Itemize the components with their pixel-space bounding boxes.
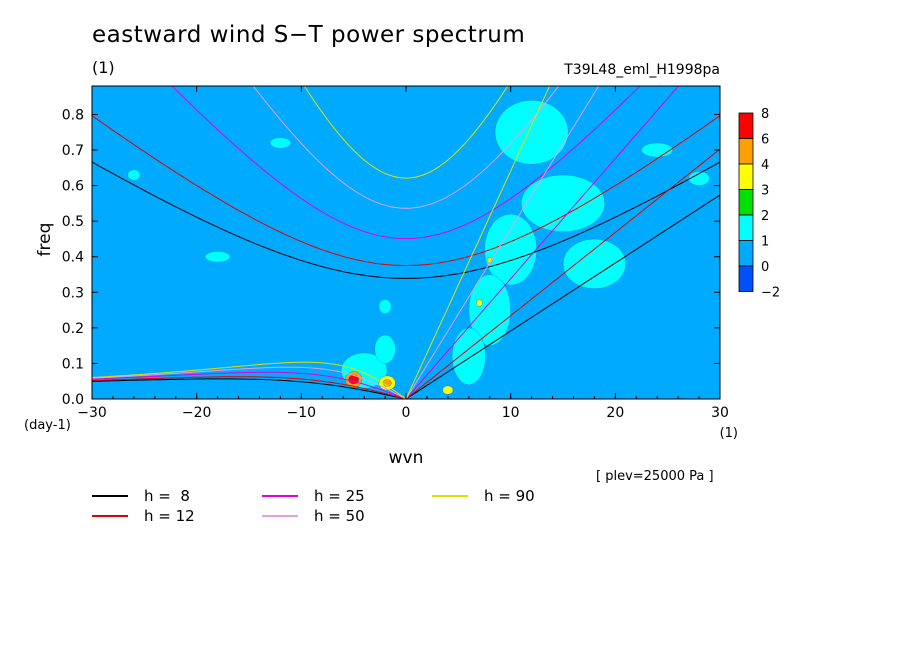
legend-label-h8: h = 8 [144,487,190,505]
x-axis-label: wvn [389,448,424,468]
y-tick-label-6: 0.6 [62,179,84,195]
colorbar-label-4: 2 [761,209,769,224]
x-tick-label-2: −10 [287,405,317,421]
kelvin-curve-h8 [405,194,720,399]
heatmap-patch-11 [269,137,292,149]
heatmap-patch-4 [468,274,511,346]
heatmap-background [92,86,720,399]
colorbar-swatch-2 [738,163,754,190]
colorbar-label-0: 8 [761,107,769,122]
y-tick-label-7: 0.7 [62,143,84,159]
colorbar-swatch-4 [738,214,754,241]
y-tick-label-1: 0.1 [62,356,84,372]
y-tick-label-2: 0.2 [62,321,84,337]
ig-curve-h90 [303,86,509,179]
legend-swatch-h12 [92,515,128,517]
kelvin-curve-h90 [405,86,551,399]
x-tick-label-6: 30 [711,405,729,421]
heatmap-patch-10 [204,251,231,263]
kelvin-curve-h50 [405,86,600,399]
kelvin-curve-h25 [405,86,680,399]
ig-curve-h50 [252,86,560,209]
x-tick-label-5: 20 [606,405,624,421]
plev-note: [ plev=25000 Pa ] [596,469,714,484]
kelvin-curve-h12 [405,148,720,399]
legend-label-h50: h = 50 [314,507,365,525]
legend-swatch-h25 [262,495,298,497]
chart-subtitle-unit: (1) [92,58,115,77]
legend-swatch-h90 [432,495,468,497]
x-tick-label-4: 10 [502,405,520,421]
legend-item-h90: h = 90 [432,487,535,505]
colorbar-swatch-3 [738,189,754,216]
colorbar-swatch-5 [738,240,754,267]
heatmap-patch-13 [688,171,710,186]
legend-item-h8: h = 8 [92,487,190,505]
heatmap-patch-8 [378,299,392,314]
y-tick-label-0: 0.0 [62,392,84,408]
heatmap-patch-1 [520,174,606,233]
heatmap-patch-3 [484,213,538,286]
y-tick-label-8: 0.8 [62,107,84,123]
ig-curve-h8 [92,161,720,279]
heatmap-patch-12 [641,142,674,158]
legend-label-h90: h = 90 [484,487,535,505]
heatmap-patch-18 [442,385,454,395]
heatmap-patch-0 [494,99,569,165]
legend-item-h12: h = 12 [92,507,195,525]
colorbar-label-1: 6 [761,133,769,148]
heatmap-patch-7 [374,334,396,364]
y-axis-label: freq [35,223,55,257]
rossby-curve-h12 [92,376,407,399]
legend-swatch-h8 [92,495,128,497]
heatmap-patch-5 [451,327,486,386]
colorbar-swatch-1 [738,138,754,165]
x-tick-label-0: −30 [77,405,107,421]
rossby-curve-h8 [92,378,407,399]
y-tick-label-4: 0.4 [62,250,84,266]
legend-label-h12: h = 12 [144,507,195,525]
chart-experiment-label: T39L48_eml_H1998pa [564,62,720,78]
colorbar-label-7: −2 [761,286,780,301]
rossby-curve-h25 [92,371,407,399]
heatmap-patch-9 [127,169,141,181]
y-tick-label-3: 0.3 [62,285,84,301]
y-axis-unit: (day-1) [24,418,71,433]
legend-item-h25: h = 25 [262,487,365,505]
heatmap-patch-2 [562,238,627,289]
x-axis-unit: (1) [720,426,738,441]
x-tick-label-1: −20 [182,405,212,421]
colorbar-swatch-6 [738,265,754,292]
x-tick-label-3: 0 [402,405,411,421]
colorbar-label-6: 0 [761,260,769,275]
rossby-curve-h50 [92,366,407,399]
chart-title: eastward wind S−T power spectrum [92,22,526,48]
y-tick-label-5: 0.5 [62,214,84,230]
colorbar-label-2: 4 [761,158,769,173]
rossby-curve-h90 [92,361,407,399]
ig-curve-h25 [171,86,641,240]
plot-content [92,86,720,399]
ig-curve-h12 [92,115,720,266]
legend-swatch-h50 [262,515,298,517]
legend-label-h25: h = 25 [314,487,365,505]
colorbar-label-5: 1 [761,235,769,250]
heatmap-patch-19 [475,299,483,307]
colorbar-label-3: 3 [761,184,769,199]
colorbar-swatch-0 [738,112,754,139]
legend-item-h50: h = 50 [262,507,365,525]
